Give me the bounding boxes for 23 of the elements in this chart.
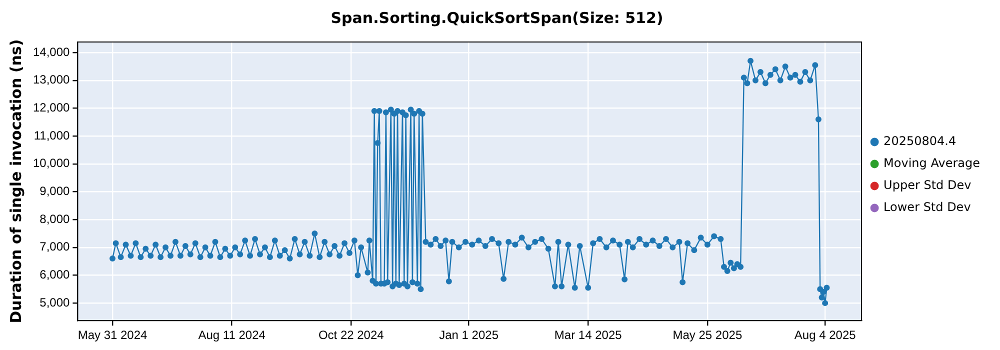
- x-tick-label: Mar 14 2025: [554, 328, 622, 342]
- y-tick-label: 6,000: [40, 268, 70, 282]
- y-tick-label: 5,000: [40, 295, 70, 310]
- x-tick-label: Jan 1 2025: [439, 328, 499, 342]
- x-tick-label: May 25 2025: [672, 328, 742, 342]
- x-tick-label: Aug 4 2025: [794, 328, 856, 342]
- y-tick-label: 10,000: [33, 156, 70, 170]
- y-tick-label: 11,000: [34, 128, 70, 142]
- legend-label: Upper Std Dev: [884, 178, 972, 192]
- y-axis-title: Duration of single invocation (ns): [6, 39, 25, 324]
- x-tick-label: Oct 22 2024: [318, 328, 384, 342]
- chart-title: Span.Sorting.QuickSortSpan(Size: 512): [330, 8, 664, 27]
- legend-label: 20250804.4: [884, 134, 956, 148]
- y-tick-label: 13,000: [33, 72, 70, 87]
- y-tick-label: 7,000: [40, 240, 70, 254]
- y-tick-label: 9,000: [40, 184, 70, 198]
- y-tick-label: 14,000: [33, 44, 70, 59]
- y-tick-label: 12,000: [33, 100, 70, 115]
- legend-label: Moving Average: [884, 156, 980, 170]
- y-tick-label: 8,000: [40, 212, 70, 226]
- legend-label: Lower Std Dev: [884, 200, 971, 214]
- x-tick-label: May 31 2024: [78, 328, 148, 342]
- x-tick-label: Aug 11 2024: [198, 328, 266, 342]
